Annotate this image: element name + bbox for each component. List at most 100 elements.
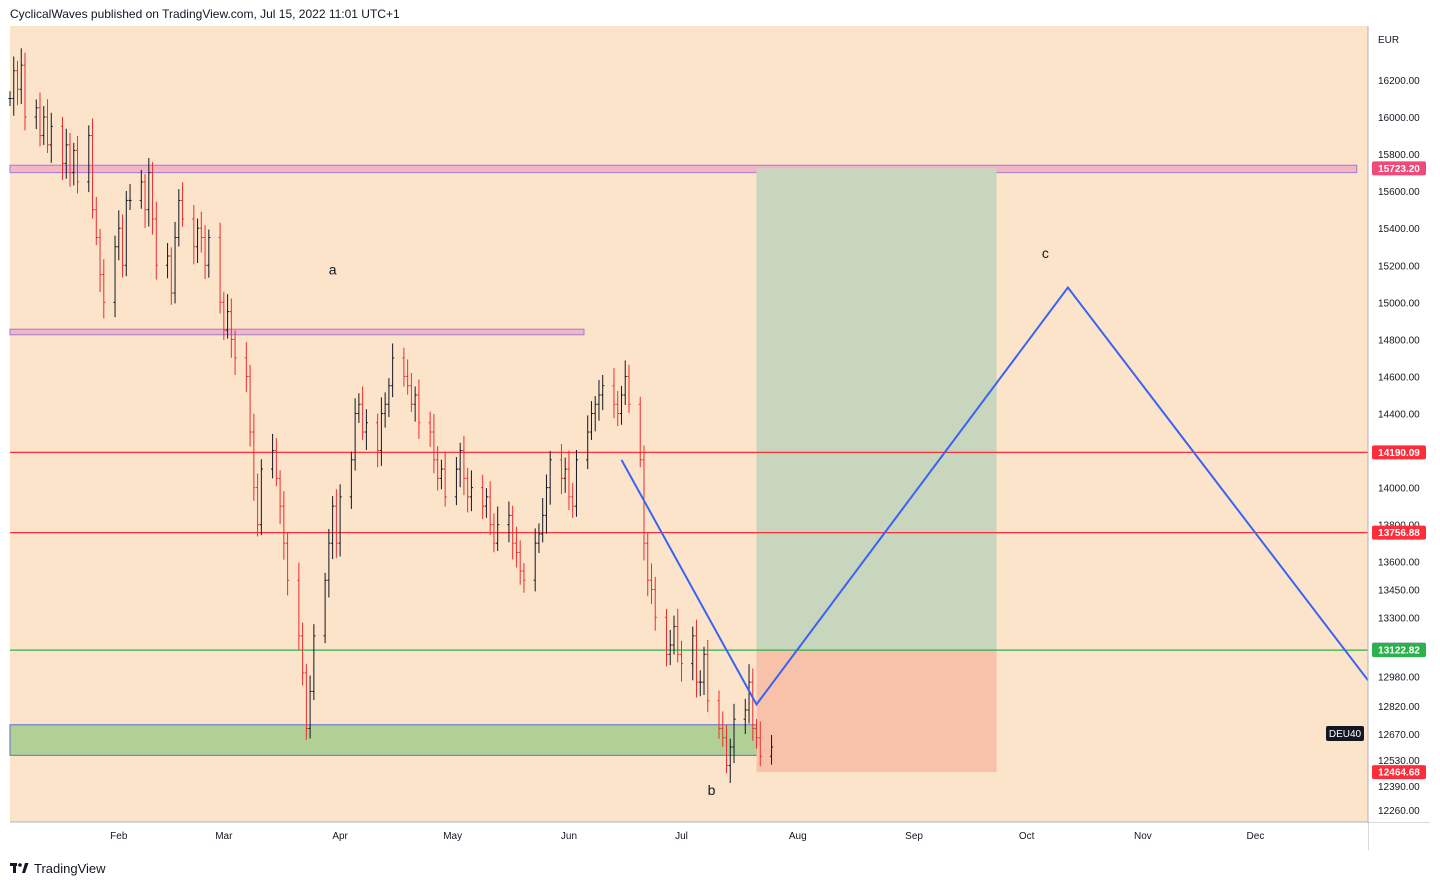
y-tick-label: 14600.00 [1378, 372, 1420, 383]
y-tick-label: 13300.00 [1378, 613, 1420, 624]
candle [646, 533, 650, 597]
y-tick-label: 12390.00 [1378, 782, 1420, 793]
candle [518, 540, 522, 585]
candle [653, 576, 657, 631]
zone-mid-resistance[interactable] [9, 328, 585, 336]
y-tick-label: 12820.00 [1378, 702, 1420, 713]
y-tick-label: 16200.00 [1378, 76, 1420, 87]
candle [758, 721, 762, 766]
candle [751, 668, 755, 741]
candle [548, 450, 552, 505]
x-tick-label: Nov [1134, 831, 1152, 842]
wave-projection-line[interactable] [620, 285, 1369, 707]
candle [698, 670, 702, 697]
candle [586, 415, 590, 470]
candle [496, 506, 500, 551]
candle [259, 459, 263, 536]
candle [589, 401, 594, 440]
zone-target[interactable] [756, 168, 997, 651]
candle [244, 342, 248, 393]
candle [255, 473, 260, 537]
y-tick-label: 12980.00 [1378, 673, 1420, 684]
candle [173, 221, 177, 304]
candle [488, 481, 492, 536]
x-tick-label: Apr [332, 831, 348, 842]
zone-stop[interactable] [756, 650, 997, 773]
symbol-badge: DEU40 [1326, 726, 1364, 742]
candle [522, 563, 526, 593]
candle [537, 523, 541, 554]
candle [743, 698, 747, 735]
candle [8, 91, 12, 106]
candle [619, 385, 624, 425]
price-badge-label: 12464.68 [1378, 768, 1420, 779]
candle [559, 444, 564, 495]
candle [601, 374, 605, 411]
candle [567, 450, 571, 511]
candle [87, 125, 91, 193]
candle [90, 118, 95, 219]
y-tick-label: 12530.00 [1378, 756, 1420, 767]
tradingview-logo-icon[interactable] [10, 862, 30, 874]
candle [454, 457, 459, 506]
candle [222, 291, 226, 340]
candle [642, 445, 646, 561]
candle [165, 243, 170, 279]
candle [417, 379, 421, 439]
candle [721, 711, 725, 747]
candle [203, 225, 207, 279]
tradingview-footer[interactable]: TradingView [10, 858, 106, 878]
candles-layer [8, 48, 774, 783]
candle [199, 211, 203, 253]
candle [627, 364, 631, 413]
candle [192, 205, 196, 265]
candle [391, 343, 395, 398]
candle [593, 396, 597, 432]
candle [612, 368, 616, 419]
candle [334, 489, 338, 558]
wave-labels-layer: a b c [329, 245, 1049, 798]
candle [458, 442, 462, 488]
candle [38, 92, 42, 147]
tradingview-brand-text[interactable]: TradingView [34, 860, 106, 876]
candle [406, 359, 410, 395]
candle [571, 482, 575, 518]
candle [338, 484, 342, 557]
candle [672, 615, 676, 655]
zone-top-resistance[interactable] [9, 164, 1358, 174]
candle [436, 446, 440, 491]
candle [72, 142, 76, 186]
candle [225, 294, 230, 339]
candle [312, 624, 316, 701]
candle [679, 640, 684, 682]
candle [664, 608, 669, 667]
candle [413, 386, 417, 422]
candle [143, 174, 147, 228]
candle [207, 229, 211, 278]
candle [361, 386, 365, 441]
candle [270, 433, 275, 479]
candle [169, 247, 173, 305]
y-tick-label: 15000.00 [1378, 298, 1420, 309]
y-tick-label: 14800.00 [1378, 335, 1420, 346]
x-tick-label: Oct [1019, 831, 1035, 842]
candle [195, 218, 200, 264]
wave-label-b: b [708, 782, 716, 798]
y-tick-label: 16000.00 [1378, 113, 1420, 124]
x-tick-label: May [443, 831, 462, 842]
y-tick-label: 13600.00 [1378, 558, 1420, 569]
candle [278, 470, 282, 524]
candle [428, 411, 432, 447]
candle [19, 48, 23, 104]
y-tick-label: 15400.00 [1378, 224, 1420, 235]
candle [120, 214, 125, 278]
candle [511, 505, 515, 560]
candle [12, 56, 16, 116]
candle [139, 169, 143, 209]
candle [364, 409, 368, 451]
candle [274, 438, 278, 487]
candle [769, 734, 774, 765]
candle [282, 491, 286, 560]
